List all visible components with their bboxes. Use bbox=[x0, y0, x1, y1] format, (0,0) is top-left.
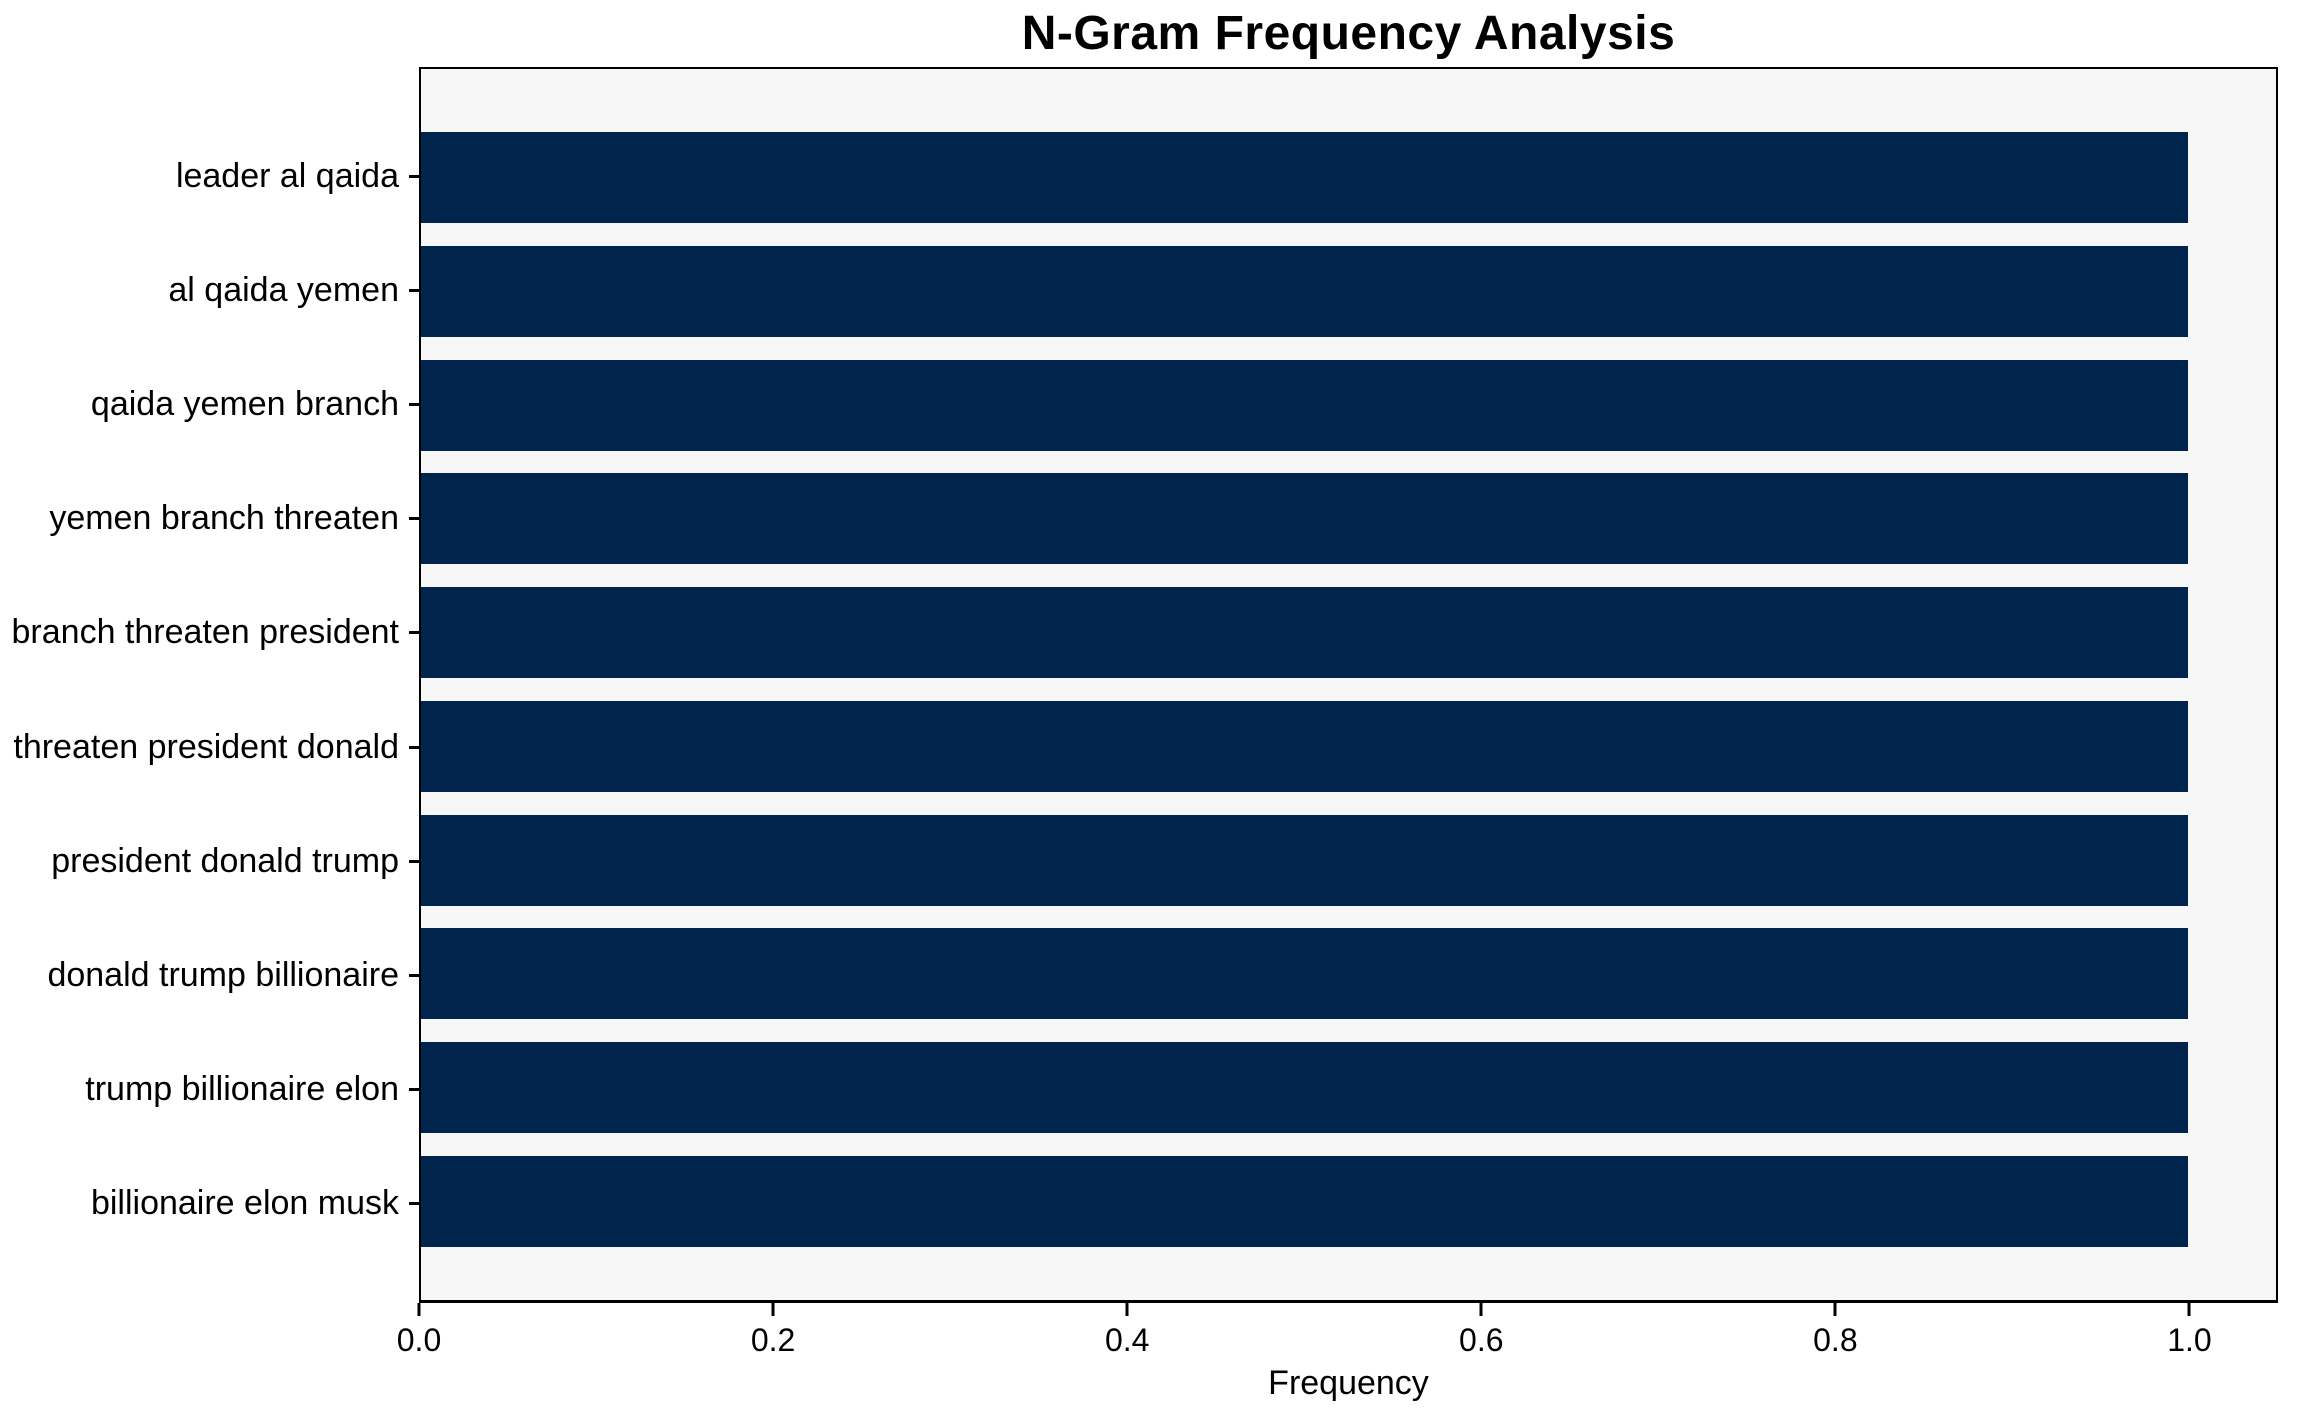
bar-trump-billionaire-elon bbox=[421, 1042, 2188, 1133]
y-tick-mark bbox=[409, 1202, 419, 1206]
y-label-row: branch threaten president bbox=[0, 576, 419, 690]
y-label-row: billionaire elon musk bbox=[0, 1147, 419, 1261]
x-tick-label: 1.0 bbox=[2167, 1322, 2212, 1358]
bar-branch-threaten-president bbox=[421, 587, 2188, 679]
bar-row bbox=[421, 917, 2276, 1031]
y-label-row: leader al qaida bbox=[0, 119, 419, 233]
y-tick-label: president donald trump bbox=[51, 841, 399, 880]
y-tick-label: branch threaten president bbox=[11, 613, 399, 652]
y-tick-mark bbox=[409, 974, 419, 978]
y-tick-mark bbox=[409, 631, 419, 635]
bar-row bbox=[421, 576, 2276, 690]
x-tick-label: 0.8 bbox=[1813, 1322, 1858, 1358]
y-tick-label: donald trump billionaire bbox=[47, 956, 399, 995]
y-tick-label: yemen branch threaten bbox=[49, 499, 399, 538]
x-tick-label: 0.0 bbox=[396, 1322, 442, 1358]
y-label-row: al qaida yemen bbox=[0, 233, 419, 347]
y-tick-label: qaida yemen branch bbox=[90, 385, 399, 423]
bar-row bbox=[421, 690, 2276, 804]
x-tick-label: 0.6 bbox=[1459, 1322, 1504, 1358]
x-axis-title: Frequency bbox=[1268, 1364, 1429, 1402]
y-axis-labels: leader al qaida al qaida yemen qaida yemen… bbox=[0, 67, 419, 1303]
bar-leader-al-qaida bbox=[421, 132, 2188, 224]
chart-title: N-Gram Frequency Analysis bbox=[1021, 7, 1676, 60]
x-axis: 0.0 0.2 0.4 0.6 0.8 1.0 bbox=[397, 1303, 2278, 1373]
x-tick-mark bbox=[417, 1303, 421, 1316]
y-tick-mark bbox=[409, 517, 419, 521]
bar-threaten-president-donald bbox=[421, 700, 2188, 792]
y-tick-label: threaten president donald bbox=[13, 727, 399, 766]
y-tick-mark bbox=[409, 1088, 419, 1092]
y-tick-label: leader al qaida bbox=[175, 156, 399, 195]
bar-president-donald-trump bbox=[421, 814, 2188, 906]
bar-row bbox=[421, 462, 2276, 576]
bar-yemen-branch-threaten bbox=[421, 473, 2188, 565]
x-tick-mark bbox=[1125, 1303, 1129, 1316]
x-tick-mark bbox=[771, 1303, 775, 1316]
bar-row bbox=[421, 1031, 2276, 1145]
bar-qaida-yemen-branch bbox=[421, 359, 2188, 451]
y-tick-mark bbox=[409, 859, 419, 863]
bar-row bbox=[421, 235, 2276, 349]
y-label-row: donald trump billionaire bbox=[0, 918, 419, 1032]
x-tick-mark bbox=[2187, 1303, 2191, 1316]
y-label-row: yemen branch threaten bbox=[0, 462, 419, 576]
y-label-row: president donald trump bbox=[0, 804, 419, 918]
x-tick-label: 0.4 bbox=[1104, 1322, 1150, 1358]
bar-donald-trump-billionaire bbox=[421, 928, 2188, 1020]
bar-billionaire-elon-musk bbox=[421, 1155, 2188, 1247]
bar-al-qaida-yemen bbox=[421, 246, 2188, 338]
y-tick-label: billionaire elon musk bbox=[90, 1184, 399, 1223]
y-label-row: qaida yemen branch bbox=[0, 347, 419, 461]
bar-row bbox=[421, 1144, 2276, 1258]
y-tick-mark bbox=[409, 288, 419, 292]
y-tick-mark bbox=[409, 745, 419, 749]
y-tick-mark bbox=[409, 403, 419, 406]
bar-row bbox=[421, 348, 2276, 462]
y-label-row: trump billionaire elon bbox=[0, 1033, 419, 1147]
y-tick-mark bbox=[409, 174, 419, 178]
plot-area bbox=[419, 67, 2278, 1303]
bar-row bbox=[421, 121, 2276, 235]
y-tick-label: trump billionaire elon bbox=[85, 1070, 399, 1109]
x-tick-mark bbox=[1833, 1303, 1837, 1316]
bar-row bbox=[421, 803, 2276, 917]
x-tick-mark bbox=[1479, 1303, 1483, 1316]
y-tick-label: al qaida yemen bbox=[168, 270, 399, 309]
x-tick-label: 0.2 bbox=[750, 1322, 796, 1358]
y-label-row: threaten president donald bbox=[0, 690, 419, 804]
